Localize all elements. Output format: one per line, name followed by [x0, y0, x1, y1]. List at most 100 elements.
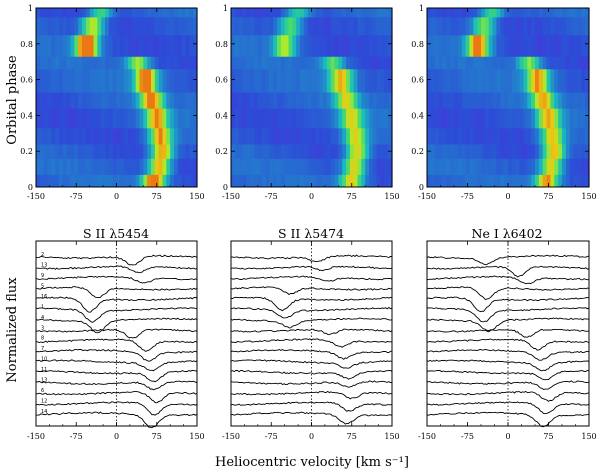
heatmap-cell	[581, 68, 586, 93]
heatmap-row	[427, 174, 590, 188]
heatmap-cell	[346, 108, 351, 129]
heatmap-cell	[500, 174, 505, 188]
heatmap-cell	[151, 16, 156, 36]
heatmap-cell	[288, 108, 293, 129]
heatmap-cell	[97, 108, 102, 129]
heatmap-cell	[170, 174, 175, 188]
heatmap-cell	[43, 158, 49, 175]
heatmap-cell	[189, 174, 194, 188]
heatmap-cell	[326, 144, 332, 159]
heatmap-cell	[116, 174, 121, 188]
heatmap-cell	[523, 34, 528, 57]
heatmap-cell	[558, 8, 563, 18]
heatmap-cell	[577, 174, 582, 188]
heatmap-cell	[454, 8, 459, 18]
heatmap-cell	[158, 16, 164, 36]
x-tick-label: -150	[418, 432, 436, 441]
heatmap-cell	[488, 68, 494, 93]
heatmap-cell	[500, 127, 505, 145]
heatmap-cell	[66, 68, 72, 93]
heatmap-cell	[277, 144, 282, 159]
heatmap-cell	[246, 108, 251, 129]
heatmap-cell	[508, 68, 513, 93]
heatmap-cell	[55, 108, 60, 129]
heatmap-cell	[170, 16, 175, 36]
heatmap-cell	[124, 108, 129, 129]
heatmap-cell	[446, 92, 451, 109]
x-tick-label: 150	[581, 432, 596, 441]
heatmap-cell	[523, 68, 528, 93]
heatmap-cell	[546, 8, 552, 18]
heatmap-cell	[562, 144, 567, 159]
heatmap-cell	[261, 174, 267, 188]
heatmap-cell	[162, 8, 167, 18]
heatmap-cell	[139, 92, 144, 109]
heatmap-cell	[361, 92, 366, 109]
heatmap-cell	[177, 16, 183, 36]
heatmap-cell	[488, 144, 494, 159]
heatmap-cell	[372, 158, 378, 175]
heatmap-cell	[430, 16, 436, 36]
heatmap-cell	[473, 158, 478, 175]
heatmap-cell	[323, 144, 328, 159]
heatmap-cell	[128, 92, 133, 109]
y-label-normalized-flux: Normalized flux	[5, 277, 20, 383]
heatmap-cell	[353, 158, 359, 175]
heatmap-cell	[277, 108, 282, 129]
heatmap-cell	[181, 34, 187, 57]
heatmap-cell	[231, 34, 236, 57]
heatmap-cell	[488, 127, 494, 145]
heatmap-cell	[89, 8, 95, 18]
heatmap-cell	[234, 8, 240, 18]
heatmap-cell	[488, 174, 494, 188]
heatmap-cell	[380, 92, 385, 109]
heatmap-cell	[250, 34, 255, 57]
heatmap-cell	[527, 16, 532, 36]
heatmap-cell	[388, 34, 393, 57]
heatmap-cell	[454, 108, 459, 129]
heatmap-cell	[454, 68, 459, 93]
heatmap-cell	[147, 127, 152, 145]
heatmap-cell	[496, 108, 501, 129]
heatmap-cell	[128, 108, 133, 129]
heatmap-cell	[542, 34, 548, 57]
heatmap-cell	[361, 68, 366, 93]
heatmap-cell	[523, 144, 528, 159]
heatmap-cell	[349, 8, 355, 18]
spectrum-number: 4	[41, 315, 44, 321]
heatmap-cell	[384, 8, 389, 18]
heatmap-cell	[573, 144, 579, 159]
heatmap-cell	[93, 56, 98, 70]
heatmap-cell	[158, 56, 164, 70]
heatmap-cell	[565, 127, 571, 145]
heatmap-cell	[550, 56, 555, 70]
heatmap-cell	[234, 56, 240, 70]
heatmap-cell	[284, 16, 290, 36]
heatmap-cell	[330, 127, 336, 145]
line-profiles-3	[426, 240, 590, 428]
heatmap-cell	[438, 16, 444, 36]
heatmap-cell	[535, 92, 540, 109]
heatmap-cell	[43, 127, 49, 145]
heatmap-cell	[292, 56, 297, 70]
heatmap-row	[231, 127, 393, 145]
heatmap-cell	[101, 16, 106, 36]
heatmap-cell	[185, 127, 190, 145]
heatmap-cell	[450, 158, 455, 175]
heatmap-cell	[330, 158, 336, 175]
heatmap-cell	[261, 8, 267, 18]
heatmap-cell	[535, 144, 540, 159]
heatmap-cell	[154, 174, 160, 188]
heatmap-cell	[139, 16, 144, 36]
heatmap-cell	[353, 108, 359, 129]
heatmap-cell	[573, 108, 579, 129]
spectrum-number: 3	[41, 325, 44, 331]
heatmap-cell	[365, 34, 370, 57]
x-tick-label: 150	[581, 192, 596, 201]
x-tick-label: 0	[309, 192, 314, 201]
heatmap-cell	[242, 174, 247, 188]
heatmap-cell	[484, 34, 490, 57]
heatmap-cell	[59, 158, 64, 175]
heatmap-cell	[39, 56, 45, 70]
heatmap-cell	[307, 158, 313, 175]
